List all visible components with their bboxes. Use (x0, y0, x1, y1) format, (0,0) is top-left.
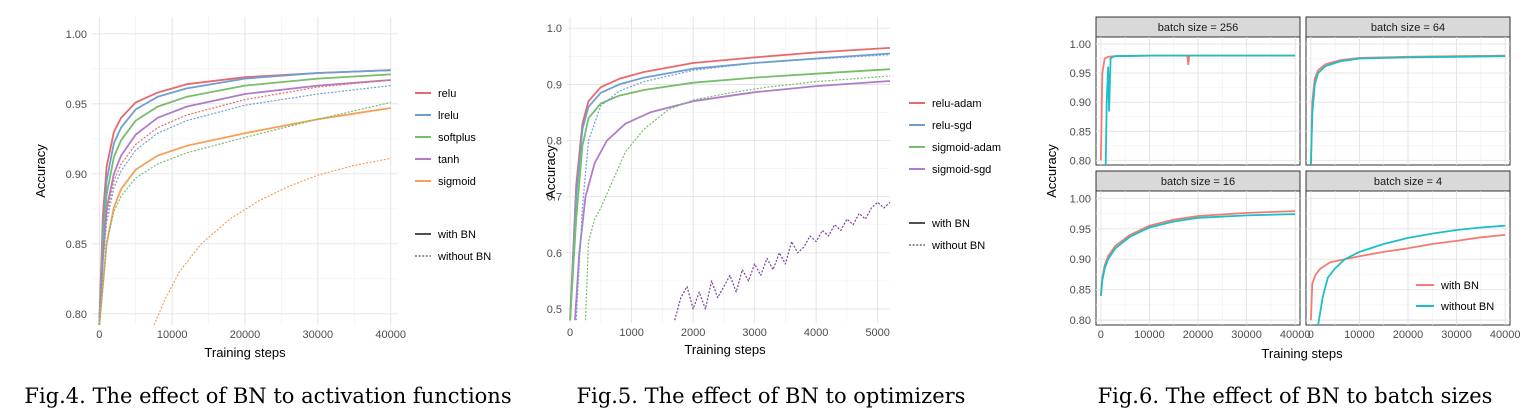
fig6-p4-xtick-label: 30000 (1441, 329, 1472, 341)
fig5-xtick-label: 0 (567, 327, 573, 339)
fig4-x-axis-title: Training steps (204, 345, 286, 360)
fig6-p1-series-without-bn (1104, 54, 1296, 166)
fig5-xtick-label: 4000 (804, 327, 828, 339)
fig5-ytick-label: 0.7 (547, 192, 562, 204)
fig6-p3-xtick-label: 40000 (1280, 329, 1311, 341)
fig6-strip-title-2: batch size = 64 (1371, 22, 1445, 34)
fig4-ytick-label: 0.85 (66, 239, 87, 251)
fig4-ytick-label: 0.95 (66, 99, 87, 111)
fig5-plot-area (567, 17, 890, 323)
fig4-legend-label-sigmoid: sigmoid (438, 176, 476, 188)
fig4-xtick-label: 0 (96, 329, 102, 341)
fig4-xtick-label: 20000 (230, 329, 261, 341)
fig4-legend-label-softplus: softplus (438, 132, 476, 144)
fig4-series-lrelu-with-bn (98, 69, 391, 326)
fig4-panel (92, 17, 398, 326)
fig6-p3-panel (1095, 190, 1301, 326)
fig5-xtick-label: 2000 (681, 327, 705, 339)
fig5-legend-label-relu-adam: relu-adam (932, 98, 982, 110)
fig4-xtick-label: 40000 (375, 329, 406, 341)
fig4-legend-label-relu: relu (438, 88, 456, 100)
fig6-p1-ytick-label: 0.95 (1070, 68, 1091, 80)
fig6-p3-xtick-label: 20000 (1183, 329, 1214, 341)
fig4-legend-label-lrelu: lrelu (438, 110, 459, 122)
fig6-p4-xtick-label: 10000 (1344, 329, 1375, 341)
fig4-ytick-label: 1.00 (66, 29, 87, 41)
fig5-panel (567, 17, 891, 323)
fig5-x-axis-title: Training steps (684, 342, 766, 357)
fig6-p3-ytick-label: 0.80 (1070, 315, 1091, 327)
fig4-series-softplus-with-bn (98, 73, 391, 326)
fig5-xtick-label: 5000 (865, 327, 889, 339)
fig5-series-sigmoid-sgd-without-bn (674, 201, 891, 321)
fig5-ytick-label: 0.6 (547, 248, 562, 260)
fig5-legend-label-sigmoid-adam: sigmoid-adam (932, 142, 1001, 154)
fig6-caption: Fig.6. The effect of BN to batch sizes (1098, 384, 1493, 408)
fig6-p3-xtick-label: 0 (1098, 329, 1104, 341)
fig6-p4-series-with-bn (1310, 234, 1506, 321)
fig6-p2-panel (1305, 36, 1511, 166)
fig6-p3-series-without-bn (1100, 213, 1296, 296)
fig6-p4-panel (1305, 190, 1511, 326)
fig6-x-axis-title: Training steps (1261, 346, 1343, 361)
fig6-p3-ytick-label: 0.95 (1070, 224, 1091, 236)
fig4-legend-label-without-bn: without BN (437, 251, 491, 263)
fig4-y-axis-title: Accuracy (33, 144, 48, 198)
fig6-strip-title-3: batch size = 16 (1161, 176, 1235, 188)
fig6-p3-ytick-label: 1.00 (1070, 193, 1091, 205)
fig5-xtick-label: 3000 (742, 327, 766, 339)
fig6-p1-panel (1095, 36, 1301, 166)
fig5-y-axis-title: Accuracy (543, 145, 558, 199)
fig6-p2-series-without-bn (1310, 55, 1506, 166)
fig6-legend-label-without-bn: without BN (1440, 301, 1494, 313)
fig4-caption: Fig.4. The effect of BN to activation fu… (24, 384, 511, 408)
fig4-ytick-label: 0.80 (66, 309, 87, 321)
fig6-p4-xtick-label: 0 (1308, 329, 1314, 341)
fig4-xtick-label: 10000 (157, 329, 188, 341)
fig6-strip-title-4: batch size = 4 (1374, 176, 1442, 188)
fig6-p3-ytick-label: 0.90 (1070, 254, 1091, 266)
fig5-legend-label-without-bn: without BN (931, 240, 985, 252)
fig4-legend-label-tanh: tanh (438, 154, 459, 166)
fig4-legend-label-with-bn: with BN (437, 229, 476, 241)
fig5-ytick-label: 0.9 (547, 79, 562, 91)
fig5-series-sigmoid-sgd-with-bn (574, 80, 891, 321)
fig6-p3-xtick-label: 10000 (1134, 329, 1165, 341)
fig6-p1-ytick-label: 1.00 (1070, 39, 1091, 51)
fig5-legend-label-relu-sgd: relu-sgd (932, 120, 972, 132)
fig5-caption: Fig.5. The effect of BN to optimizers (577, 384, 966, 408)
fig6-p3-ytick-label: 0.85 (1070, 285, 1091, 297)
fig5-series-sigmoid-adam-with-bn (569, 68, 891, 321)
fig5-legend-label-sigmoid-sgd: sigmoid-sgd (932, 164, 991, 176)
fig6-p4-xtick-label: 40000 (1490, 329, 1521, 341)
fig6-strip-title-1: batch size = 256 (1158, 22, 1238, 34)
fig4-xtick-label: 30000 (303, 329, 334, 341)
fig4-ytick-label: 0.90 (66, 169, 87, 181)
fig5-series-sigmoid-adam-without-bn (584, 75, 891, 321)
fig4-series-relu-without-bn (98, 79, 391, 326)
fig5-xtick-label: 1000 (619, 327, 643, 339)
fig6-p1-ytick-label: 0.80 (1070, 155, 1091, 167)
fig6-legend-label-with-bn: with BN (1440, 280, 1479, 292)
fig5-ytick-label: 1.0 (547, 23, 562, 35)
fig4-series-sigmoid-with-bn (98, 107, 391, 326)
fig5-ytick-label: 0.5 (547, 304, 562, 316)
fig6-y-axis-title: Accuracy (1044, 144, 1059, 198)
fig6-p1-ytick-label: 0.90 (1070, 97, 1091, 109)
fig6-p3-xtick-label: 30000 (1231, 329, 1262, 341)
fig5-legend-label-with-bn: with BN (931, 218, 970, 230)
fig4-series-tanh-with-bn (98, 79, 391, 326)
fig5-ytick-label: 0.8 (547, 136, 562, 148)
fig4-series-softplus-without-bn (98, 101, 391, 326)
fig6-p4-series-without-bn (1317, 224, 1506, 326)
fig4-series-sigmoid-without-bn (153, 157, 391, 326)
fig6-p4-xtick-label: 20000 (1393, 329, 1424, 341)
fig6-p1-ytick-label: 0.85 (1070, 126, 1091, 138)
fig4-series-relu-with-bn (98, 69, 391, 326)
fig5-series-relu-sgd-without-bn (575, 54, 891, 321)
